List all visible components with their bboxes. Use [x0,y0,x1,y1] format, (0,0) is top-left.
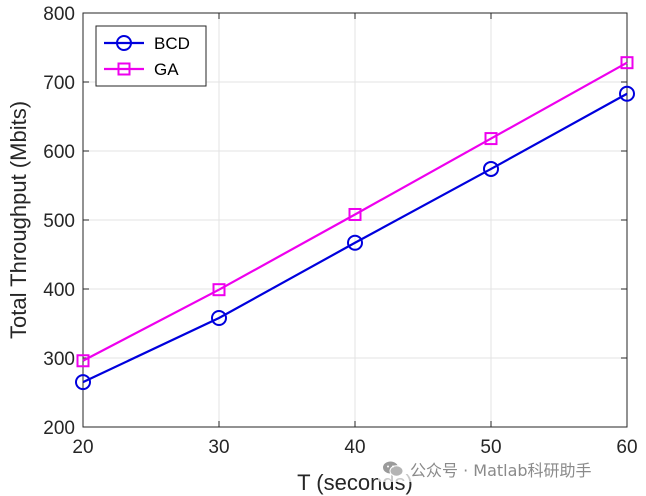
y-tick-label: 400 [43,280,75,301]
series-layer [75,56,635,391]
data-point [620,56,634,70]
x-tick-label: 30 [208,437,229,458]
data-point [212,283,226,297]
data-point [75,374,91,391]
x-tick-label: 20 [72,437,93,458]
x-axis: 20 30 40 50 60 [72,13,638,458]
legend-marker [116,35,132,51]
y-tick-label: 200 [43,418,75,439]
legend-item-ga: GA [104,60,179,79]
watermark: 公众号 · Matlab科研助手 [378,456,596,482]
y-axis-label: Total Throughput (Mbits) [6,101,31,339]
legend-marker [117,62,131,76]
data-point [483,160,499,177]
series-bcd [75,85,635,391]
y-tick-label: 500 [43,211,75,232]
y-tick-label: 800 [43,4,75,25]
data-point [347,234,363,251]
data-point [76,354,90,368]
y-tick-label: 300 [43,349,75,370]
wechat-icon [383,461,404,477]
watermark-text: 公众号 · Matlab科研助手 [410,461,592,480]
legend-label: BCD [154,34,190,53]
data-point [484,132,498,146]
legend-box [95,25,207,87]
y-axis: 200 300 400 500 600 700 800 [43,4,627,439]
legend-item-bcd: BCD [104,34,190,53]
x-tick-label: 50 [480,437,501,458]
legend: BCD GA [95,25,207,87]
data-point [211,309,227,326]
series-line [82,61,628,362]
y-tick-label: 600 [43,142,75,163]
x-tick-label: 60 [616,437,637,458]
y-tick-label: 700 [43,73,75,94]
data-point [348,207,362,221]
x-tick-label: 40 [344,437,365,458]
legend-label: GA [154,60,179,79]
data-point [619,85,635,102]
series-ga [76,56,634,368]
series-line [82,92,628,384]
